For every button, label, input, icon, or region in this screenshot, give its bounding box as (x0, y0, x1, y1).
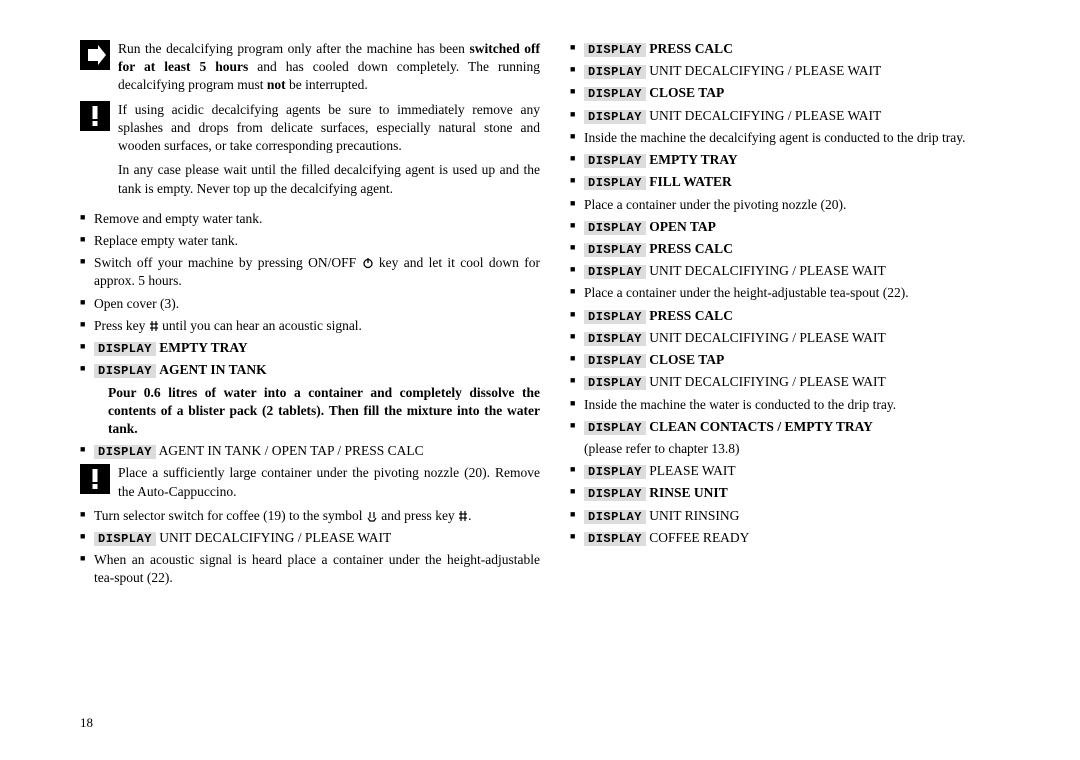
note1-b2: not (267, 77, 286, 92)
r-decalc-3: DISPLAY UNIT DECALCIFIYING / PLEASE WAIT (570, 262, 1030, 280)
r-close-tap-1: DISPLAY CLOSE TAP (570, 84, 1030, 102)
note1-t3: be interrupted. (286, 77, 368, 92)
r-decalc-1: DISPLAY UNIT DECALCIFYING / PLEASE WAIT (570, 62, 1030, 80)
note1-t1: Run the decalcifying program only after … (118, 41, 469, 56)
r-decalc-2: DISPLAY UNIT DECALCIFYING / PLEASE WAIT (570, 107, 1030, 125)
item-press-key: Press key until you can hear an acoustic… (80, 317, 540, 335)
power-icon (362, 255, 374, 270)
r-inside-2: Inside the machine the water is conducte… (570, 396, 1030, 414)
r-decalc-4: DISPLAY UNIT DECALCIFIYING / PLEASE WAIT (570, 329, 1030, 347)
r-open-tap: DISPLAY OPEN TAP (570, 218, 1030, 236)
r-clean-contacts: DISPLAY CLEAN CONTACTS / EMPTY TRAY (570, 418, 1030, 436)
warning-icon (80, 101, 110, 131)
note3-text: Place a sufficiently large container und… (118, 464, 540, 500)
r-press-calc-1: DISPLAY PRESS CALC (570, 40, 1030, 58)
r-please-wait: DISPLAY PLEASE WAIT (570, 462, 1030, 480)
item-turn-selector: Turn selector switch for coffee (19) to … (80, 507, 540, 525)
item-acoustic-signal: When an acoustic signal is heard place a… (80, 551, 540, 587)
key-icon (149, 318, 159, 333)
r-press-calc-2: DISPLAY PRESS CALC (570, 240, 1030, 258)
page-number: 18 (80, 714, 93, 732)
warning-note-1: If using acidic decalcifying agents be s… (80, 101, 540, 156)
r-fill-water: DISPLAY FILL WATER (570, 173, 1030, 191)
item-replace-tank: Replace empty water tank. (80, 232, 540, 250)
note2-sub: In any case please wait until the filled… (118, 161, 540, 197)
display-tag: DISPLAY (94, 532, 156, 546)
r-coffee-ready: DISPLAY COFFEE READY (570, 529, 1030, 547)
warning-note-2: Place a sufficiently large container und… (80, 464, 540, 500)
display-tag: DISPLAY (94, 364, 156, 378)
display-tag: DISPLAY (94, 445, 156, 459)
r-decalc-5: DISPLAY UNIT DECALCIFIYING / PLEASE WAIT (570, 373, 1030, 391)
r-chapter-ref: (please refer to chapter 13.8) (570, 440, 1030, 458)
page-columns: Run the decalcifying program only after … (80, 40, 1030, 592)
item-switch-off: Switch off your machine by pressing ON/O… (80, 254, 540, 290)
key-icon (458, 508, 468, 523)
display-tag: DISPLAY (94, 342, 156, 356)
right-column: DISPLAY PRESS CALC DISPLAY UNIT DECALCIF… (570, 40, 1030, 592)
display-decalc-wait: DISPLAY UNIT DECALCIFYING / PLEASE WAIT (80, 529, 540, 547)
r-rinse-unit: DISPLAY RINSE UNIT (570, 484, 1030, 502)
r-container-2: Place a container under the height-adjus… (570, 284, 1030, 302)
selector-icon (366, 508, 378, 523)
r-inside-1: Inside the machine the decalcifying agen… (570, 129, 1030, 147)
display-empty-tray: DISPLAY EMPTY TRAY (80, 339, 540, 357)
arrow-icon (80, 40, 110, 70)
r-container-1: Place a container under the pivoting noz… (570, 196, 1030, 214)
r-close-tap-2: DISPLAY CLOSE TAP (570, 351, 1030, 369)
display-agent-in-tank: DISPLAY AGENT IN TANK (80, 361, 540, 379)
arrow-note: Run the decalcifying program only after … (80, 40, 540, 95)
left-column: Run the decalcifying program only after … (80, 40, 540, 592)
warning-icon (80, 464, 110, 494)
r-empty-tray: DISPLAY EMPTY TRAY (570, 151, 1030, 169)
item-remove-tank: Remove and empty water tank. (80, 210, 540, 228)
r-unit-rinsing: DISPLAY UNIT RINSING (570, 507, 1030, 525)
r-press-calc-3: DISPLAY PRESS CALC (570, 307, 1030, 325)
item-open-cover: Open cover (3). (80, 295, 540, 313)
pour-instruction: Pour 0.6 litres of water into a containe… (80, 384, 540, 439)
note2-text: If using acidic decalcifying agents be s… (118, 101, 540, 156)
display-agent-open-calc: DISPLAY AGENT IN TANK / OPEN TAP / PRESS… (80, 442, 540, 460)
